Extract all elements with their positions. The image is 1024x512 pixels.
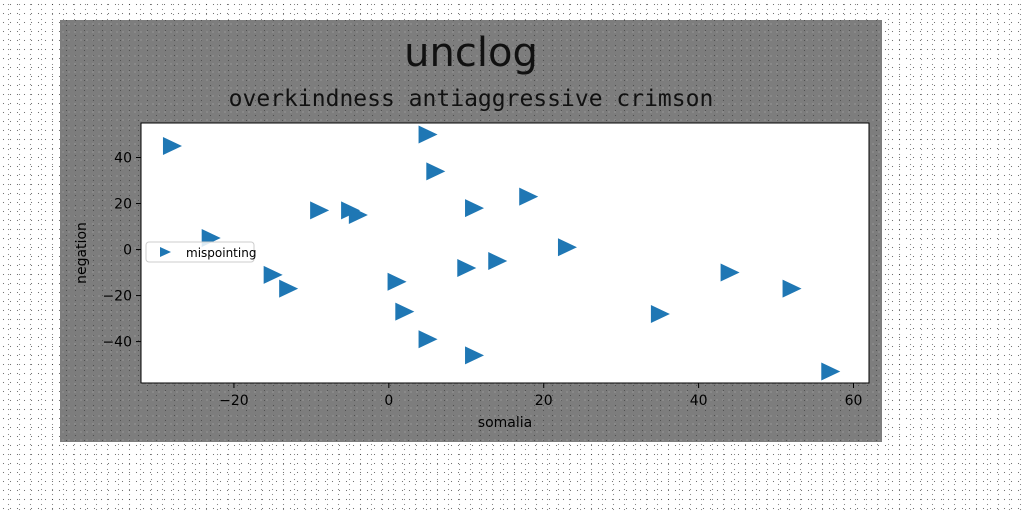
y-tick-label: 40 [114,151,132,167]
legend-label: mispointing [186,246,256,260]
legend-box [145,241,255,263]
scatter-chart: −20 0 20 40 60 −40 −20 0 20 40 somalia negation misp… [74,122,870,431]
chart-subtitle: overkindness antiaggressive crimson [228,86,714,112]
data-point [465,199,485,218]
x-tick-label: 0 [384,393,393,409]
data-point [387,272,407,291]
data-point [279,279,299,298]
x-tick-label: 60 [845,393,863,409]
data-point [426,162,446,181]
data-point [457,258,477,277]
y-tick-label: 20 [114,197,132,213]
data-point [821,362,841,381]
x-tick-label: 20 [535,393,553,409]
y-tick-label: −40 [102,335,132,351]
data-point [519,187,539,206]
data-point [263,265,283,284]
x-tick-label: 40 [690,393,708,409]
data-point [395,302,415,321]
data-point [488,252,508,271]
data-point [720,263,740,282]
data-point [310,201,330,220]
data-point [557,238,577,257]
legend-marker [160,247,171,257]
plot-area [140,122,870,384]
data-point [650,304,670,323]
data-point [782,279,802,298]
chart-title: unclog [404,30,538,76]
y-tick-label: 0 [123,243,132,259]
data-point [465,346,485,365]
data-point [418,330,438,349]
data-point [418,125,438,144]
y-tick-label: −20 [102,289,132,305]
y-axis-label: negation [74,222,90,284]
x-tick-label: −20 [219,393,249,409]
figure: unclog overkindness antiaggressive crims… [60,20,882,442]
data-point [162,137,182,156]
x-axis-label: somalia [478,415,532,431]
data-point [348,206,368,225]
